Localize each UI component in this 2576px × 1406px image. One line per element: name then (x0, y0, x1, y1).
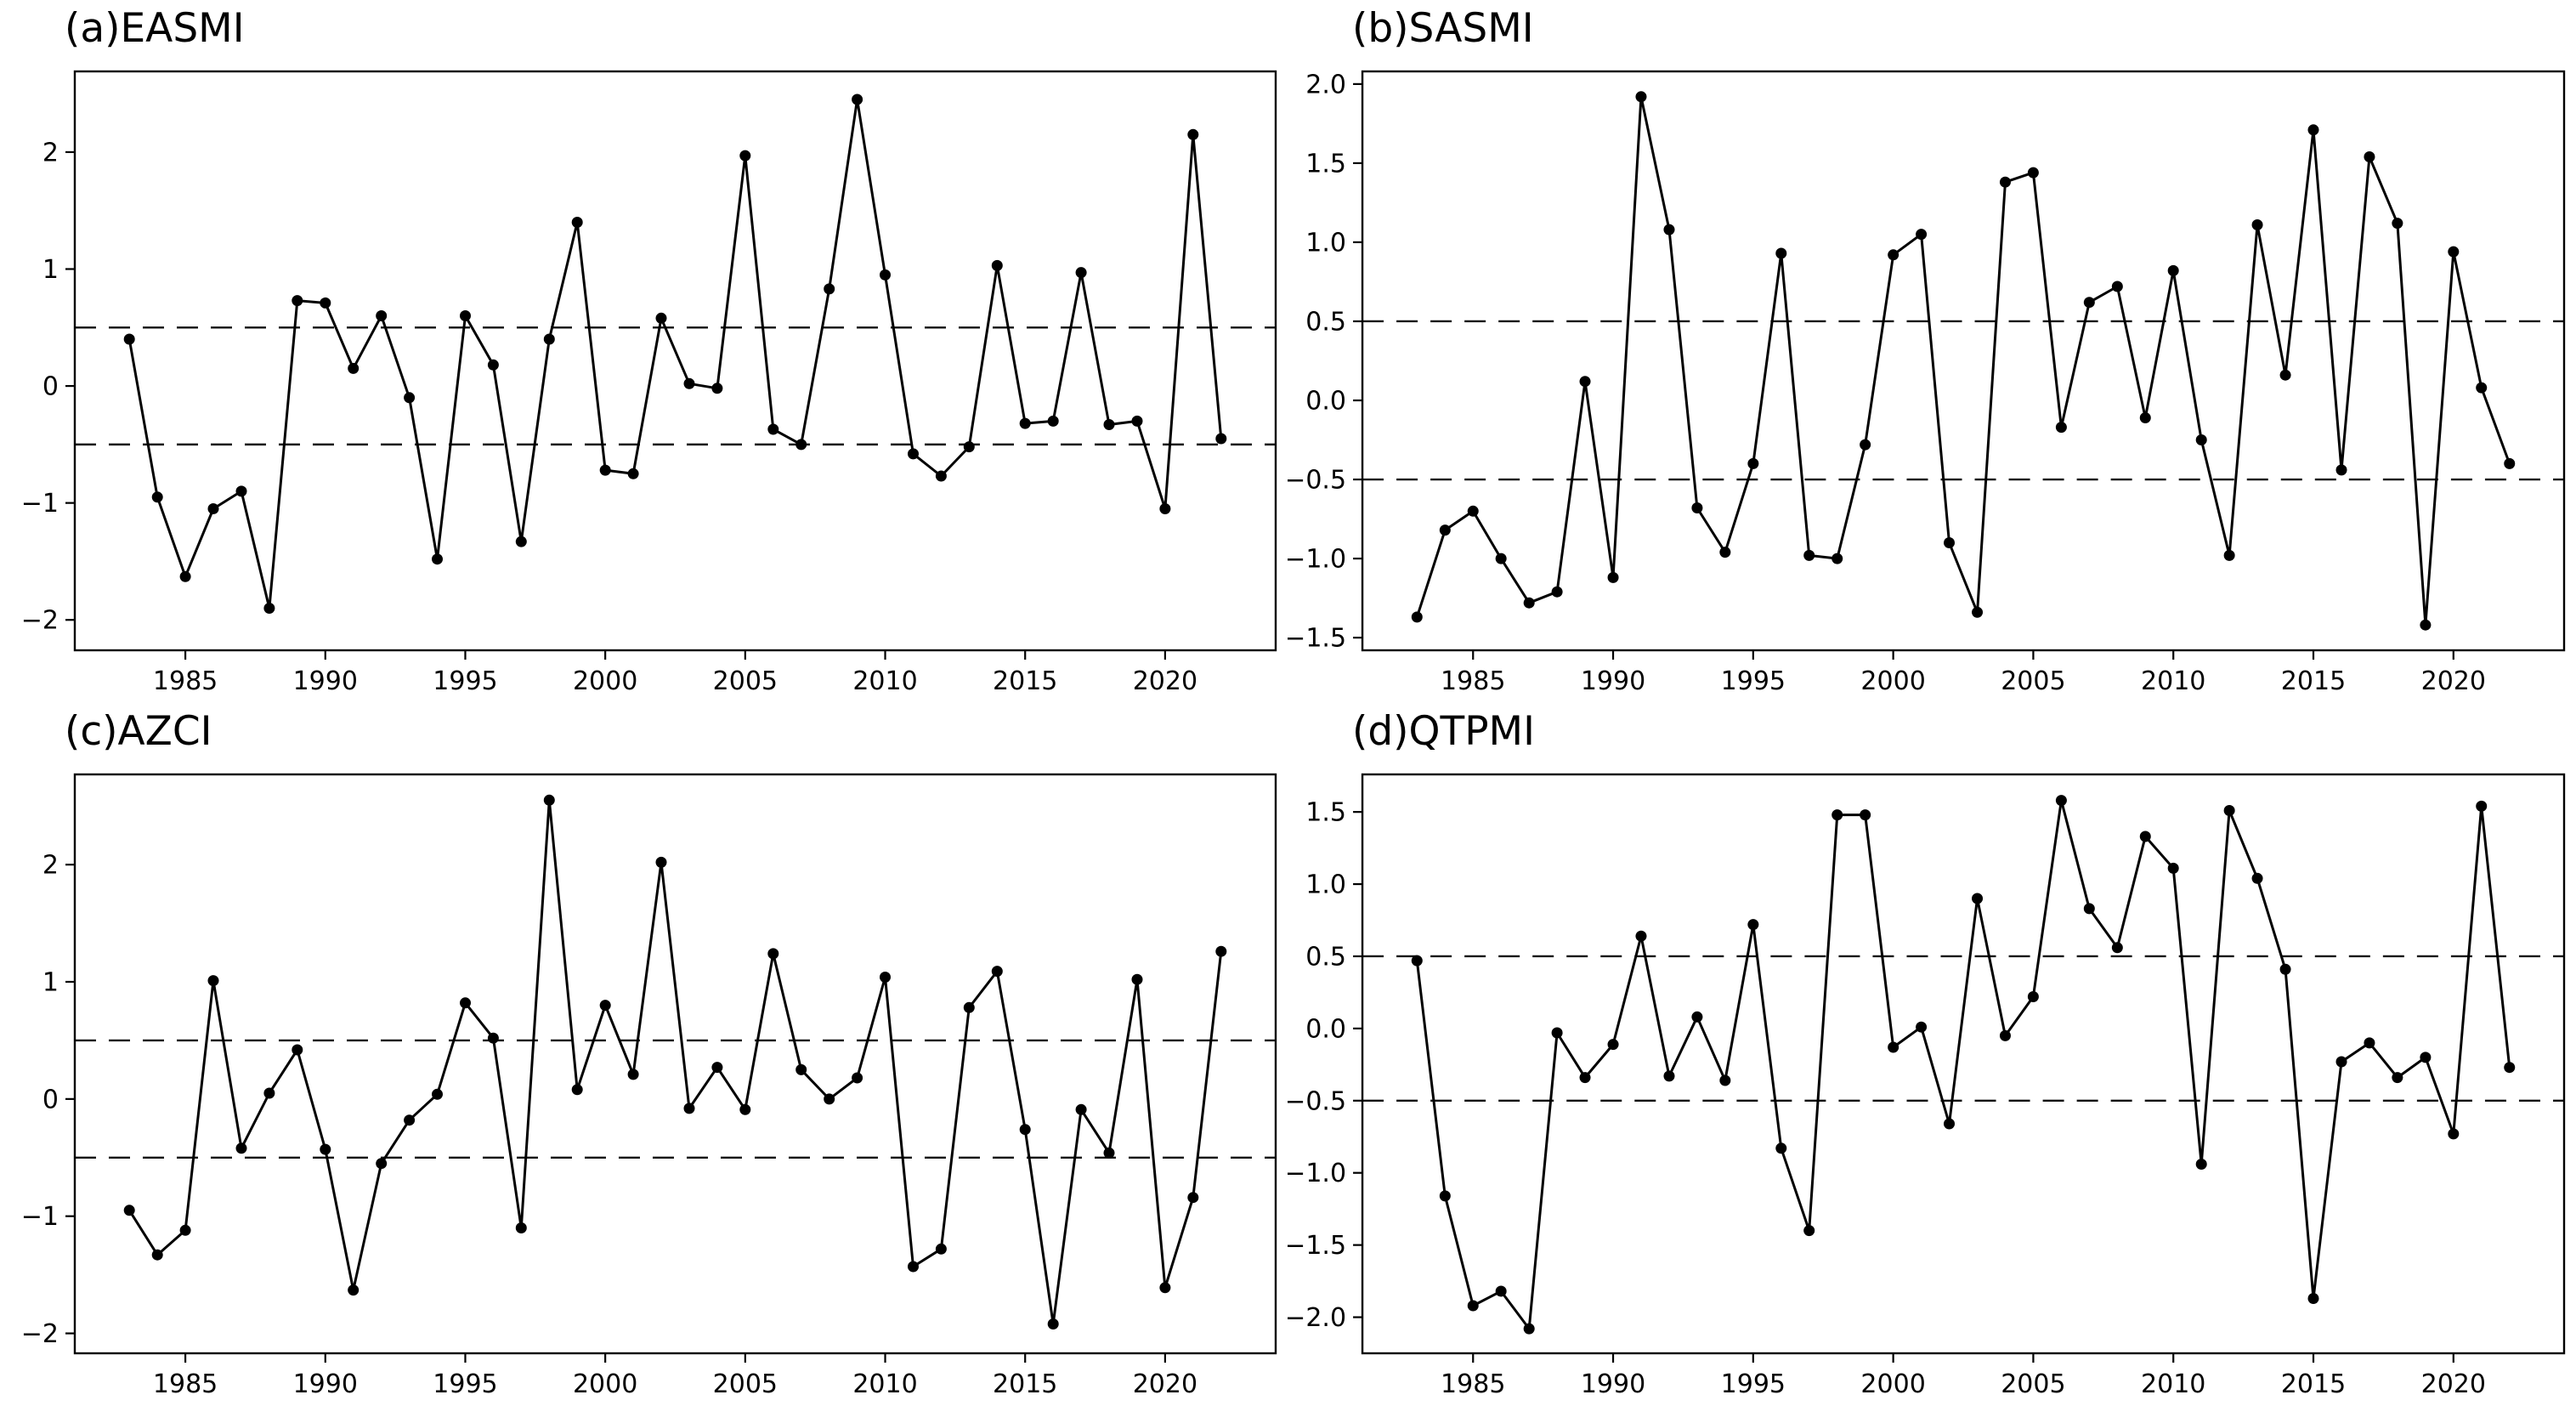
data-line (1415, 799, 2511, 1330)
panel-d-qtpmi: (d)QTPMI 1985 1990 1995 2000 2005 2010 2015 202… (1288, 703, 2576, 1406)
svg-text:−2: −2 (21, 606, 59, 636)
panel-d-line-chart: 1985 1990 1995 2000 2005 2010 2015 2020 −2.0 −1.5… (1288, 773, 2566, 1399)
svg-text:2015: 2015 (2281, 666, 2346, 696)
axes-frame (73, 773, 1277, 1355)
svg-text:−1.5: −1.5 (1288, 624, 1346, 654)
svg-text:2: 2 (42, 138, 59, 167)
panel-b-line-chart: 1985 1990 1995 2000 2005 2010 2015 2020 −1.5 −1.0… (1288, 70, 2566, 696)
threshold-dashed-lines (75, 326, 1276, 446)
svg-text:2005: 2005 (713, 666, 778, 696)
svg-text:1990: 1990 (293, 1369, 358, 1399)
svg-text:2010: 2010 (2141, 1369, 2205, 1399)
svg-text:2005: 2005 (713, 1369, 778, 1399)
svg-text:2000: 2000 (1860, 1369, 1925, 1399)
svg-text:−1: −1 (21, 1202, 59, 1232)
svg-text:1990: 1990 (293, 666, 358, 696)
panel-a-title: (a)EASMI (65, 5, 245, 52)
svg-text:−2.0: −2.0 (1288, 1303, 1346, 1333)
x-axis-ticks: 1985 1990 1995 2000 2005 2010 2015 2020 (153, 650, 1197, 696)
svg-text:−1.0: −1.0 (1288, 545, 1346, 575)
data-markers (123, 794, 1227, 1329)
svg-text:1: 1 (42, 255, 59, 285)
svg-text:2: 2 (42, 851, 59, 881)
svg-text:0.0: 0.0 (1305, 1014, 1346, 1044)
svg-text:2000: 2000 (573, 1369, 637, 1399)
svg-text:−0.5: −0.5 (1288, 1086, 1346, 1116)
axes-frame (1361, 70, 2566, 652)
panel-a-line-chart: 1985 1990 1995 2000 2005 2010 2015 2020 −2 −1 0 1 2 (21, 70, 1277, 696)
data-line (127, 98, 1223, 609)
x-axis-ticks: 1985 1990 1995 2000 2005 2010 2015 2020 (153, 1353, 1197, 1399)
x-axis-ticks: 1985 1990 1995 2000 2005 2010 2015 2020 (1441, 650, 2486, 696)
svg-text:2.0: 2.0 (1305, 70, 1346, 99)
data-line (127, 798, 1223, 1325)
y-axis-ticks: −2.0 −1.5 −1.0 −0.5 0.0 0.5 1.0 1.5 (1288, 798, 1363, 1333)
svg-text:2020: 2020 (2421, 666, 2486, 696)
svg-text:2020: 2020 (1133, 666, 1197, 696)
svg-text:2020: 2020 (2421, 1369, 2486, 1399)
svg-text:−1.5: −1.5 (1288, 1231, 1346, 1261)
svg-text:2005: 2005 (2001, 1369, 2065, 1399)
svg-text:1995: 1995 (433, 666, 497, 696)
svg-text:0: 0 (42, 372, 59, 402)
svg-text:1995: 1995 (433, 1369, 497, 1399)
panel-c-title: (c)AZCI (65, 708, 212, 755)
svg-text:1.5: 1.5 (1305, 149, 1346, 179)
svg-text:0: 0 (42, 1085, 59, 1114)
svg-text:2015: 2015 (2281, 1369, 2346, 1399)
svg-text:1.0: 1.0 (1305, 228, 1346, 258)
svg-text:0.5: 0.5 (1305, 942, 1346, 972)
svg-text:2000: 2000 (1860, 666, 1925, 696)
threshold-dashed-lines (1362, 320, 2564, 481)
data-markers (1411, 795, 2516, 1335)
svg-text:0.0: 0.0 (1305, 387, 1346, 417)
svg-text:1.5: 1.5 (1305, 798, 1346, 828)
svg-text:−1: −1 (21, 489, 59, 519)
svg-text:1995: 1995 (1721, 1369, 1786, 1399)
x-axis-ticks: 1985 1990 1995 2000 2005 2010 2015 2020 (1441, 1353, 2486, 1399)
svg-text:1.0: 1.0 (1305, 870, 1346, 900)
svg-text:2020: 2020 (1133, 1369, 1197, 1399)
svg-text:1985: 1985 (1441, 1369, 1505, 1399)
data-line (1415, 95, 2511, 626)
threshold-dashed-lines (75, 1039, 1276, 1159)
axes-frame (1361, 773, 2566, 1355)
data-markers (123, 94, 1227, 614)
threshold-dashed-lines (1362, 955, 2564, 1103)
svg-text:0.5: 0.5 (1305, 307, 1346, 337)
panel-c-line-chart: 1985 1990 1995 2000 2005 2010 2015 2020 −2 −1 0 1 2 (21, 773, 1277, 1399)
svg-text:2000: 2000 (573, 666, 637, 696)
y-axis-ticks: −2 −1 0 1 2 (21, 138, 75, 636)
data-markers (1411, 91, 2516, 631)
svg-text:2010: 2010 (852, 666, 917, 696)
svg-text:1990: 1990 (1581, 1369, 1645, 1399)
svg-text:2010: 2010 (852, 1369, 917, 1399)
svg-text:1: 1 (42, 968, 59, 998)
svg-text:2005: 2005 (2001, 666, 2065, 696)
svg-text:1995: 1995 (1721, 666, 1786, 696)
svg-text:−0.5: −0.5 (1288, 466, 1346, 496)
svg-text:2015: 2015 (993, 1369, 1057, 1399)
panel-c-azci: (c)AZCI 1985 1990 1995 2000 2005 2010 2015 2020… (0, 703, 1288, 1406)
svg-text:2015: 2015 (993, 666, 1057, 696)
svg-text:−1.0: −1.0 (1288, 1159, 1346, 1188)
svg-text:1985: 1985 (153, 666, 218, 696)
panel-b-title: (b)SASMI (1352, 5, 1534, 52)
axes-frame (73, 70, 1277, 652)
svg-text:1985: 1985 (153, 1369, 218, 1399)
svg-text:1985: 1985 (1441, 666, 1505, 696)
y-axis-ticks: −2 −1 0 1 2 (21, 851, 75, 1349)
panel-a-easmi: (a)EASMI 1985 1990 1995 2000 2005 2010 2015 202… (0, 0, 1288, 703)
panel-b-sasmi: (b)SASMI 1985 1990 1995 2000 2005 2010 2015 202… (1288, 0, 2576, 703)
y-axis-ticks: −1.5 −1.0 −0.5 0.0 0.5 1.0 1.5 2.0 (1288, 70, 1363, 654)
svg-text:1990: 1990 (1581, 666, 1645, 696)
svg-text:−2: −2 (21, 1319, 59, 1349)
svg-text:2010: 2010 (2141, 666, 2205, 696)
panel-d-title: (d)QTPMI (1352, 708, 1535, 755)
